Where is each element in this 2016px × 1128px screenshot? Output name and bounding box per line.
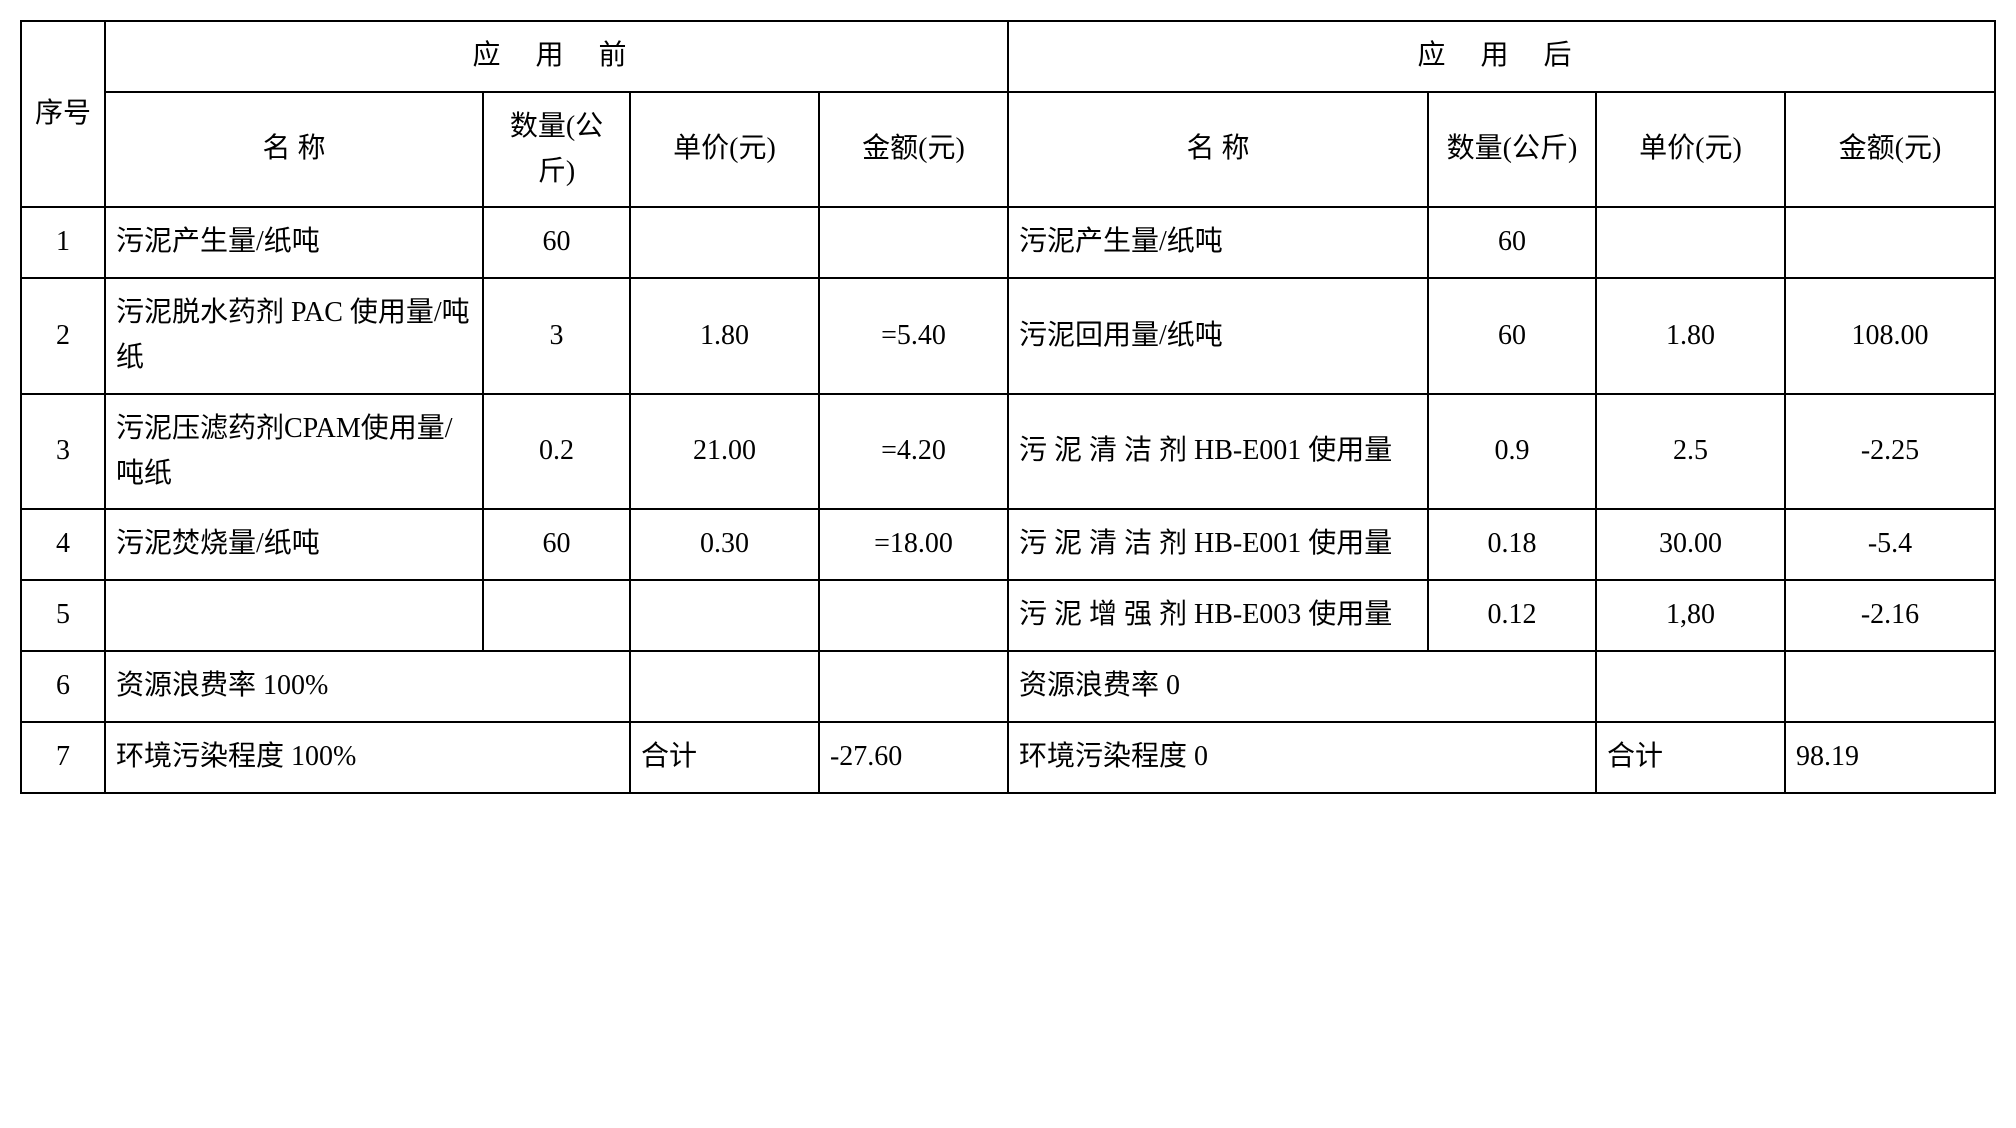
cell-b-name: 资源浪费率 100% (105, 651, 630, 722)
table-row-6: 6 资源浪费率 100% 资源浪费率 0 (21, 651, 1995, 722)
cell-a-name: 污 泥 清 洁 剂 HB-E001 使用量 (1008, 509, 1428, 580)
cell-b-qty: 3 (483, 278, 630, 394)
cell-a-qty: 0.9 (1428, 394, 1596, 510)
cell-b-price: 1.80 (630, 278, 819, 394)
cell-a-qty: 0.18 (1428, 509, 1596, 580)
cell-a-price: 30.00 (1596, 509, 1785, 580)
cell-b-total-label: 合计 (630, 722, 819, 793)
cell-a-name: 污泥回用量/纸吨 (1008, 278, 1428, 394)
col-seq-header: 序号 (21, 21, 105, 207)
cell-empty (630, 651, 819, 722)
cell-a-total: 98.19 (1785, 722, 1995, 793)
cell-a-price: 1,80 (1596, 580, 1785, 651)
cell-a-qty: 60 (1428, 278, 1596, 394)
cell-b-name (105, 580, 483, 651)
cell-a-qty: 0.12 (1428, 580, 1596, 651)
cell-a-amount: -2.25 (1785, 394, 1995, 510)
cell-b-name: 污泥压滤药剂CPAM使用量/吨纸 (105, 394, 483, 510)
cell-b-price (630, 207, 819, 278)
cell-b-amount: =18.00 (819, 509, 1008, 580)
cell-b-amount (819, 580, 1008, 651)
cell-a-amount (1785, 207, 1995, 278)
table-row: 4 污泥焚烧量/纸吨 60 0.30 =18.00 污 泥 清 洁 剂 HB-E… (21, 509, 1995, 580)
cell-a-name: 污 泥 增 强 剂 HB-E003 使用量 (1008, 580, 1428, 651)
cell-empty (819, 651, 1008, 722)
cell-b-total: -27.60 (819, 722, 1008, 793)
cell-a-total-label: 合计 (1596, 722, 1785, 793)
col-name2-header: 名 称 (1008, 92, 1428, 208)
cell-a-qty: 60 (1428, 207, 1596, 278)
col-qty-header: 数量(公斤) (483, 92, 630, 208)
table-row-7: 7 环境污染程度 100% 合计 -27.60 环境污染程度 0 合计 98.1… (21, 722, 1995, 793)
col-name-header: 名 称 (105, 92, 483, 208)
cell-b-amount: =5.40 (819, 278, 1008, 394)
table-row: 2 污泥脱水药剂 PAC 使用量/吨纸 3 1.80 =5.40 污泥回用量/纸… (21, 278, 1995, 394)
cell-seq: 7 (21, 722, 105, 793)
cell-a-price: 1.80 (1596, 278, 1785, 394)
cell-a-name: 污 泥 清 洁 剂 HB-E001 使用量 (1008, 394, 1428, 510)
cell-b-price (630, 580, 819, 651)
cell-seq: 6 (21, 651, 105, 722)
cell-seq: 1 (21, 207, 105, 278)
cell-b-qty: 60 (483, 509, 630, 580)
cell-b-price: 21.00 (630, 394, 819, 510)
cell-b-qty: 60 (483, 207, 630, 278)
cell-a-amount: 108.00 (1785, 278, 1995, 394)
col-amount2-header: 金额(元) (1785, 92, 1995, 208)
header-row-2: 名 称 数量(公斤) 单价(元) 金额(元) 名 称 数量(公斤) 单价(元) … (21, 92, 1995, 208)
cell-b-amount (819, 207, 1008, 278)
cell-a-amount: -2.16 (1785, 580, 1995, 651)
cell-seq: 5 (21, 580, 105, 651)
cell-empty (1596, 651, 1785, 722)
cell-a-name: 污泥产生量/纸吨 (1008, 207, 1428, 278)
cell-b-price: 0.30 (630, 509, 819, 580)
cell-b-name: 污泥脱水药剂 PAC 使用量/吨纸 (105, 278, 483, 394)
table-row: 5 污 泥 增 强 剂 HB-E003 使用量 0.12 1,80 -2.16 (21, 580, 1995, 651)
col-after-header: 应 用 后 (1008, 21, 1995, 92)
col-price-header: 单价(元) (630, 92, 819, 208)
table-row: 3 污泥压滤药剂CPAM使用量/吨纸 0.2 21.00 =4.20 污 泥 清… (21, 394, 1995, 510)
cell-empty (1785, 651, 1995, 722)
cell-seq: 2 (21, 278, 105, 394)
cell-seq: 4 (21, 509, 105, 580)
comparison-table: 序号 应 用 前 应 用 后 名 称 数量(公斤) 单价(元) 金额(元) 名 … (20, 20, 1996, 794)
col-price2-header: 单价(元) (1596, 92, 1785, 208)
cell-b-qty: 0.2 (483, 394, 630, 510)
cell-a-price (1596, 207, 1785, 278)
col-before-header: 应 用 前 (105, 21, 1008, 92)
cell-b-amount: =4.20 (819, 394, 1008, 510)
cell-a-name: 环境污染程度 0 (1008, 722, 1596, 793)
cell-b-name: 污泥焚烧量/纸吨 (105, 509, 483, 580)
cell-a-amount: -5.4 (1785, 509, 1995, 580)
cell-b-name: 环境污染程度 100% (105, 722, 630, 793)
table-row: 1 污泥产生量/纸吨 60 污泥产生量/纸吨 60 (21, 207, 1995, 278)
col-qty2-header: 数量(公斤) (1428, 92, 1596, 208)
cell-a-name: 资源浪费率 0 (1008, 651, 1596, 722)
cell-seq: 3 (21, 394, 105, 510)
header-row-1: 序号 应 用 前 应 用 后 (21, 21, 1995, 92)
cell-a-price: 2.5 (1596, 394, 1785, 510)
cell-b-name: 污泥产生量/纸吨 (105, 207, 483, 278)
col-amount-header: 金额(元) (819, 92, 1008, 208)
cell-b-qty (483, 580, 630, 651)
